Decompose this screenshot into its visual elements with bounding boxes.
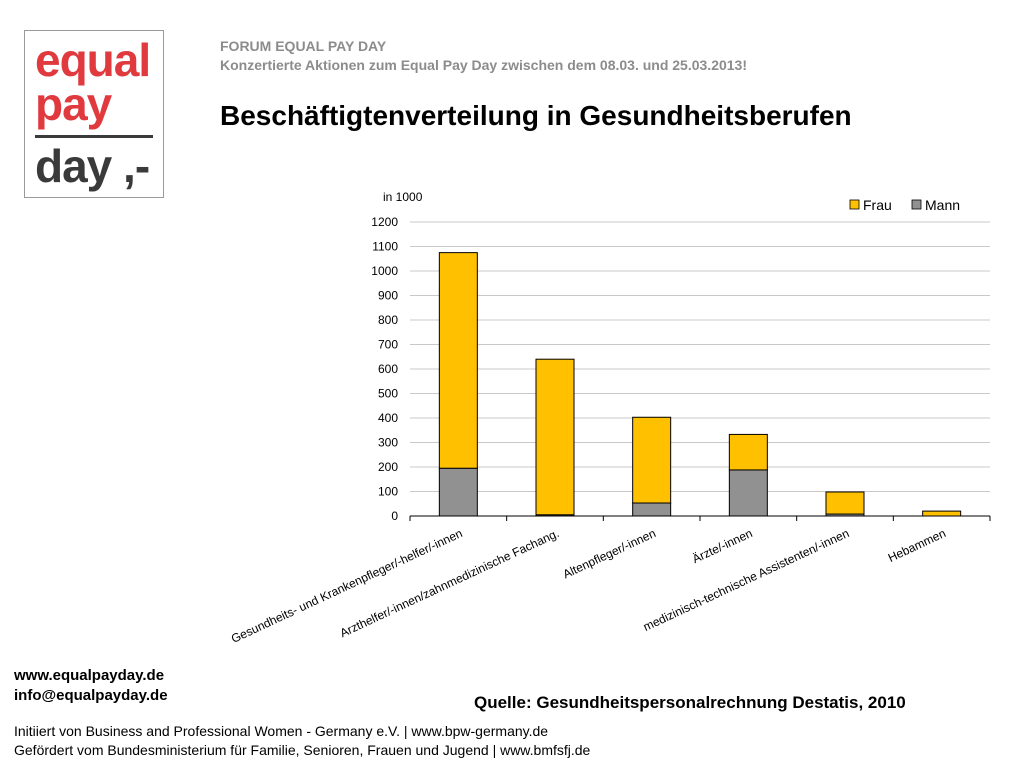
legend-swatch-frau [849,199,860,210]
bar-mann [632,502,672,517]
bar-mann [728,469,768,517]
bar-frau [922,510,962,517]
logo-word-equal: equal [35,34,151,86]
logo-word-day: day ,- [35,140,150,192]
legend-label-frau: Frau [863,197,892,213]
bar-frau [535,358,575,516]
y-tick-label: 1100 [372,240,398,254]
contact-block: www.equalpayday.de info@equalpayday.de [14,666,168,706]
y-tick-label: 0 [391,509,398,523]
y-axis-unit-label: in 1000 [383,190,423,204]
y-tick-label: 1200 [371,215,398,229]
y-tick-label: 900 [378,289,398,303]
y-tick-label: 700 [378,338,398,352]
y-tick-label: 800 [378,313,398,327]
bar-frau [438,252,478,469]
legend-label-mann: Mann [925,197,960,213]
bar-frau [728,433,768,471]
x-category-label: Altenpfleger/-innen [561,526,658,581]
y-tick-label: 200 [378,460,398,474]
website-link[interactable]: www.equalpayday.de [14,667,165,684]
bar-frau [825,491,865,515]
y-tick-label: 1000 [371,264,398,278]
footer-line-initiated: Initiiert von Business and Professional … [14,723,549,739]
y-tick-label: 500 [378,387,398,401]
header-subtitle: Konzertierte Aktionen zum Equal Pay Day … [220,57,747,73]
footer-credits: Initiiert von Business and Professional … [14,722,590,760]
logo-word-pay: pay [35,78,112,130]
footer-line-funded: Gefördert vom Bundesministerium für Fami… [14,742,591,758]
y-tick-label: 100 [378,485,398,499]
header-org: FORUM EQUAL PAY DAY [220,38,387,54]
equal-pay-day-logo: equal pay day ,- [24,30,164,198]
page-title: Beschäftigtenverteilung in Gesundheitsbe… [220,100,852,131]
logo-divider [35,135,153,138]
y-tick-label: 300 [378,436,398,450]
bar-mann [438,467,478,517]
y-tick-label: 400 [378,411,398,425]
x-category-label: Hebammen [886,526,948,565]
x-category-label: Ärzte/-innen [690,526,755,566]
y-tick-label: 600 [378,362,398,376]
source-note: Quelle: Gesundheitspersonalrechnung Dest… [474,693,906,712]
legend-swatch-mann [911,199,922,210]
bar-frau [632,416,672,504]
email-link[interactable]: info@equalpayday.de [14,687,168,704]
